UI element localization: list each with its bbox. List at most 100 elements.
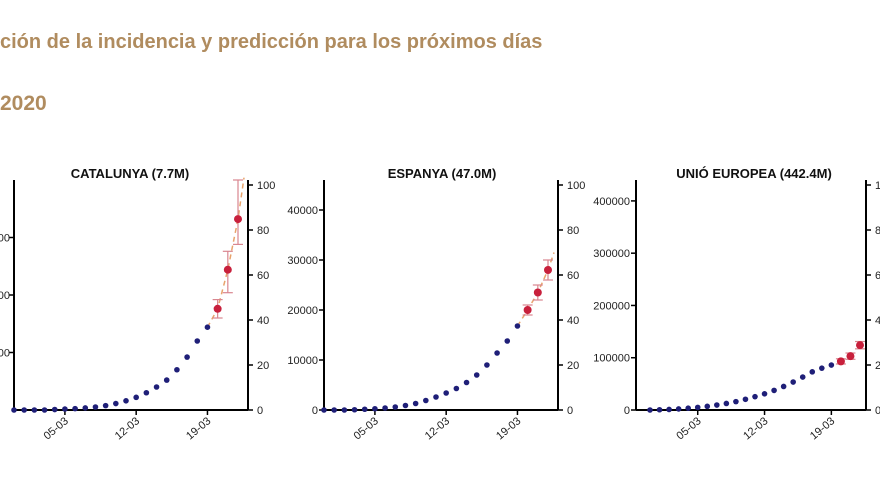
- chart-title: UNIÓ EUROPEA (442.4M): [676, 166, 832, 181]
- observed-point: [153, 384, 160, 390]
- chart-panel: UNIÓ EUROPEA (442.4M) 0 100000 200000 300000…: [593, 166, 880, 442]
- observed-point: [443, 390, 449, 396]
- predicted-point: [846, 352, 855, 361]
- observed-point: [514, 323, 521, 329]
- predicted-point: [213, 304, 222, 313]
- observed-point: [41, 407, 48, 413]
- left-tick-label: 40000: [287, 205, 318, 217]
- right-tick-label: 20: [875, 360, 880, 372]
- observed-point: [341, 407, 348, 413]
- observed-point: [92, 404, 99, 410]
- observed-point: [194, 338, 201, 344]
- observed-point: [463, 379, 470, 386]
- left-tick-label: 30000: [287, 255, 318, 267]
- observed-point: [780, 383, 787, 390]
- left-tick-label: 200000: [593, 300, 630, 312]
- observed-point: [809, 369, 816, 375]
- observed-point: [742, 396, 749, 403]
- predicted-point: [836, 357, 845, 366]
- observed-point: [361, 406, 368, 413]
- observed-point: [82, 405, 89, 411]
- observed-point: [51, 406, 58, 413]
- predicted-point: [856, 341, 864, 350]
- observed-point: [423, 397, 429, 404]
- observed-point: [321, 407, 327, 413]
- observed-point: [331, 407, 337, 413]
- left-tick-label: 0: [624, 405, 630, 417]
- left-tick-label: 00: [0, 233, 10, 245]
- observed-point: [656, 406, 663, 413]
- observed-point: [761, 390, 768, 397]
- right-tick-label: 60: [567, 270, 579, 282]
- observed-point: [504, 338, 511, 344]
- left-tick-label: 10000: [287, 355, 318, 367]
- observed-point: [790, 379, 796, 385]
- predicted-point: [544, 266, 552, 274]
- chart-title: ESPANYA (47.0M): [388, 166, 497, 181]
- observed-point: [72, 405, 78, 412]
- observed-point: [473, 372, 480, 378]
- observed-point: [828, 362, 835, 368]
- observed-point: [433, 394, 439, 400]
- observed-point: [771, 387, 777, 394]
- observed-point: [733, 398, 739, 405]
- left-tick-label: 00: [0, 348, 10, 360]
- x-tick-label: 19-03: [494, 415, 523, 442]
- x-tick-label: 12-03: [423, 415, 452, 442]
- prediction-trend-line: [206, 177, 245, 328]
- right-tick-label: 80: [567, 225, 579, 237]
- observed-point: [723, 400, 730, 407]
- right-tick-label: 60: [257, 270, 269, 282]
- observed-point: [113, 400, 119, 407]
- left-tick-label: 0: [312, 405, 318, 417]
- observed-point: [62, 406, 68, 412]
- left-tick-label: 400000: [593, 196, 630, 208]
- observed-point: [163, 377, 170, 383]
- predicted-point: [234, 215, 242, 224]
- observed-point: [184, 354, 190, 360]
- right-tick-label: 0: [875, 405, 880, 417]
- observed-point: [752, 393, 758, 400]
- right-tick-label: 0: [567, 405, 573, 417]
- observed-point: [647, 407, 653, 413]
- observed-point: [351, 406, 358, 413]
- x-tick-label: 05-03: [42, 415, 71, 442]
- x-tick-label: 05-03: [674, 415, 703, 442]
- right-tick-label: 80: [257, 225, 269, 237]
- right-tick-label: 0: [257, 405, 263, 417]
- observed-point: [484, 362, 490, 368]
- predicted-point: [533, 288, 542, 297]
- x-tick-label: 12-03: [113, 415, 142, 442]
- predicted-point: [523, 306, 532, 314]
- x-tick-label: 19-03: [184, 415, 213, 442]
- observed-point: [31, 407, 38, 413]
- right-tick-label: 80: [875, 225, 880, 237]
- predicted-point: [223, 265, 232, 274]
- chart-title: CATALUNYA (7.7M): [71, 166, 189, 181]
- right-tick-label: 40: [875, 315, 880, 327]
- x-tick-label: 12-03: [741, 415, 770, 442]
- observed-point: [11, 407, 17, 413]
- right-tick-label: 100: [875, 180, 880, 192]
- left-tick-label: 100000: [593, 353, 630, 365]
- observed-point: [402, 402, 409, 409]
- observed-point: [102, 402, 109, 409]
- observed-point: [799, 374, 806, 380]
- observed-point: [21, 407, 27, 413]
- observed-point: [453, 385, 460, 392]
- observed-point: [392, 404, 399, 410]
- observed-point: [714, 402, 720, 408]
- observed-point: [204, 324, 211, 330]
- observed-point: [819, 365, 825, 371]
- left-tick-label: 300000: [593, 248, 630, 260]
- observed-point: [704, 403, 711, 410]
- observed-point: [133, 394, 139, 401]
- observed-point: [685, 405, 691, 411]
- observed-point: [412, 400, 419, 407]
- observed-point: [123, 398, 129, 404]
- observed-point: [675, 406, 682, 412]
- chart-panel: ESPANYA (47.0M) 0 10000 20000 30000 40000 0 20 4…: [287, 166, 585, 442]
- x-tick-label: 05-03: [352, 415, 381, 442]
- right-tick-label: 100: [567, 180, 585, 192]
